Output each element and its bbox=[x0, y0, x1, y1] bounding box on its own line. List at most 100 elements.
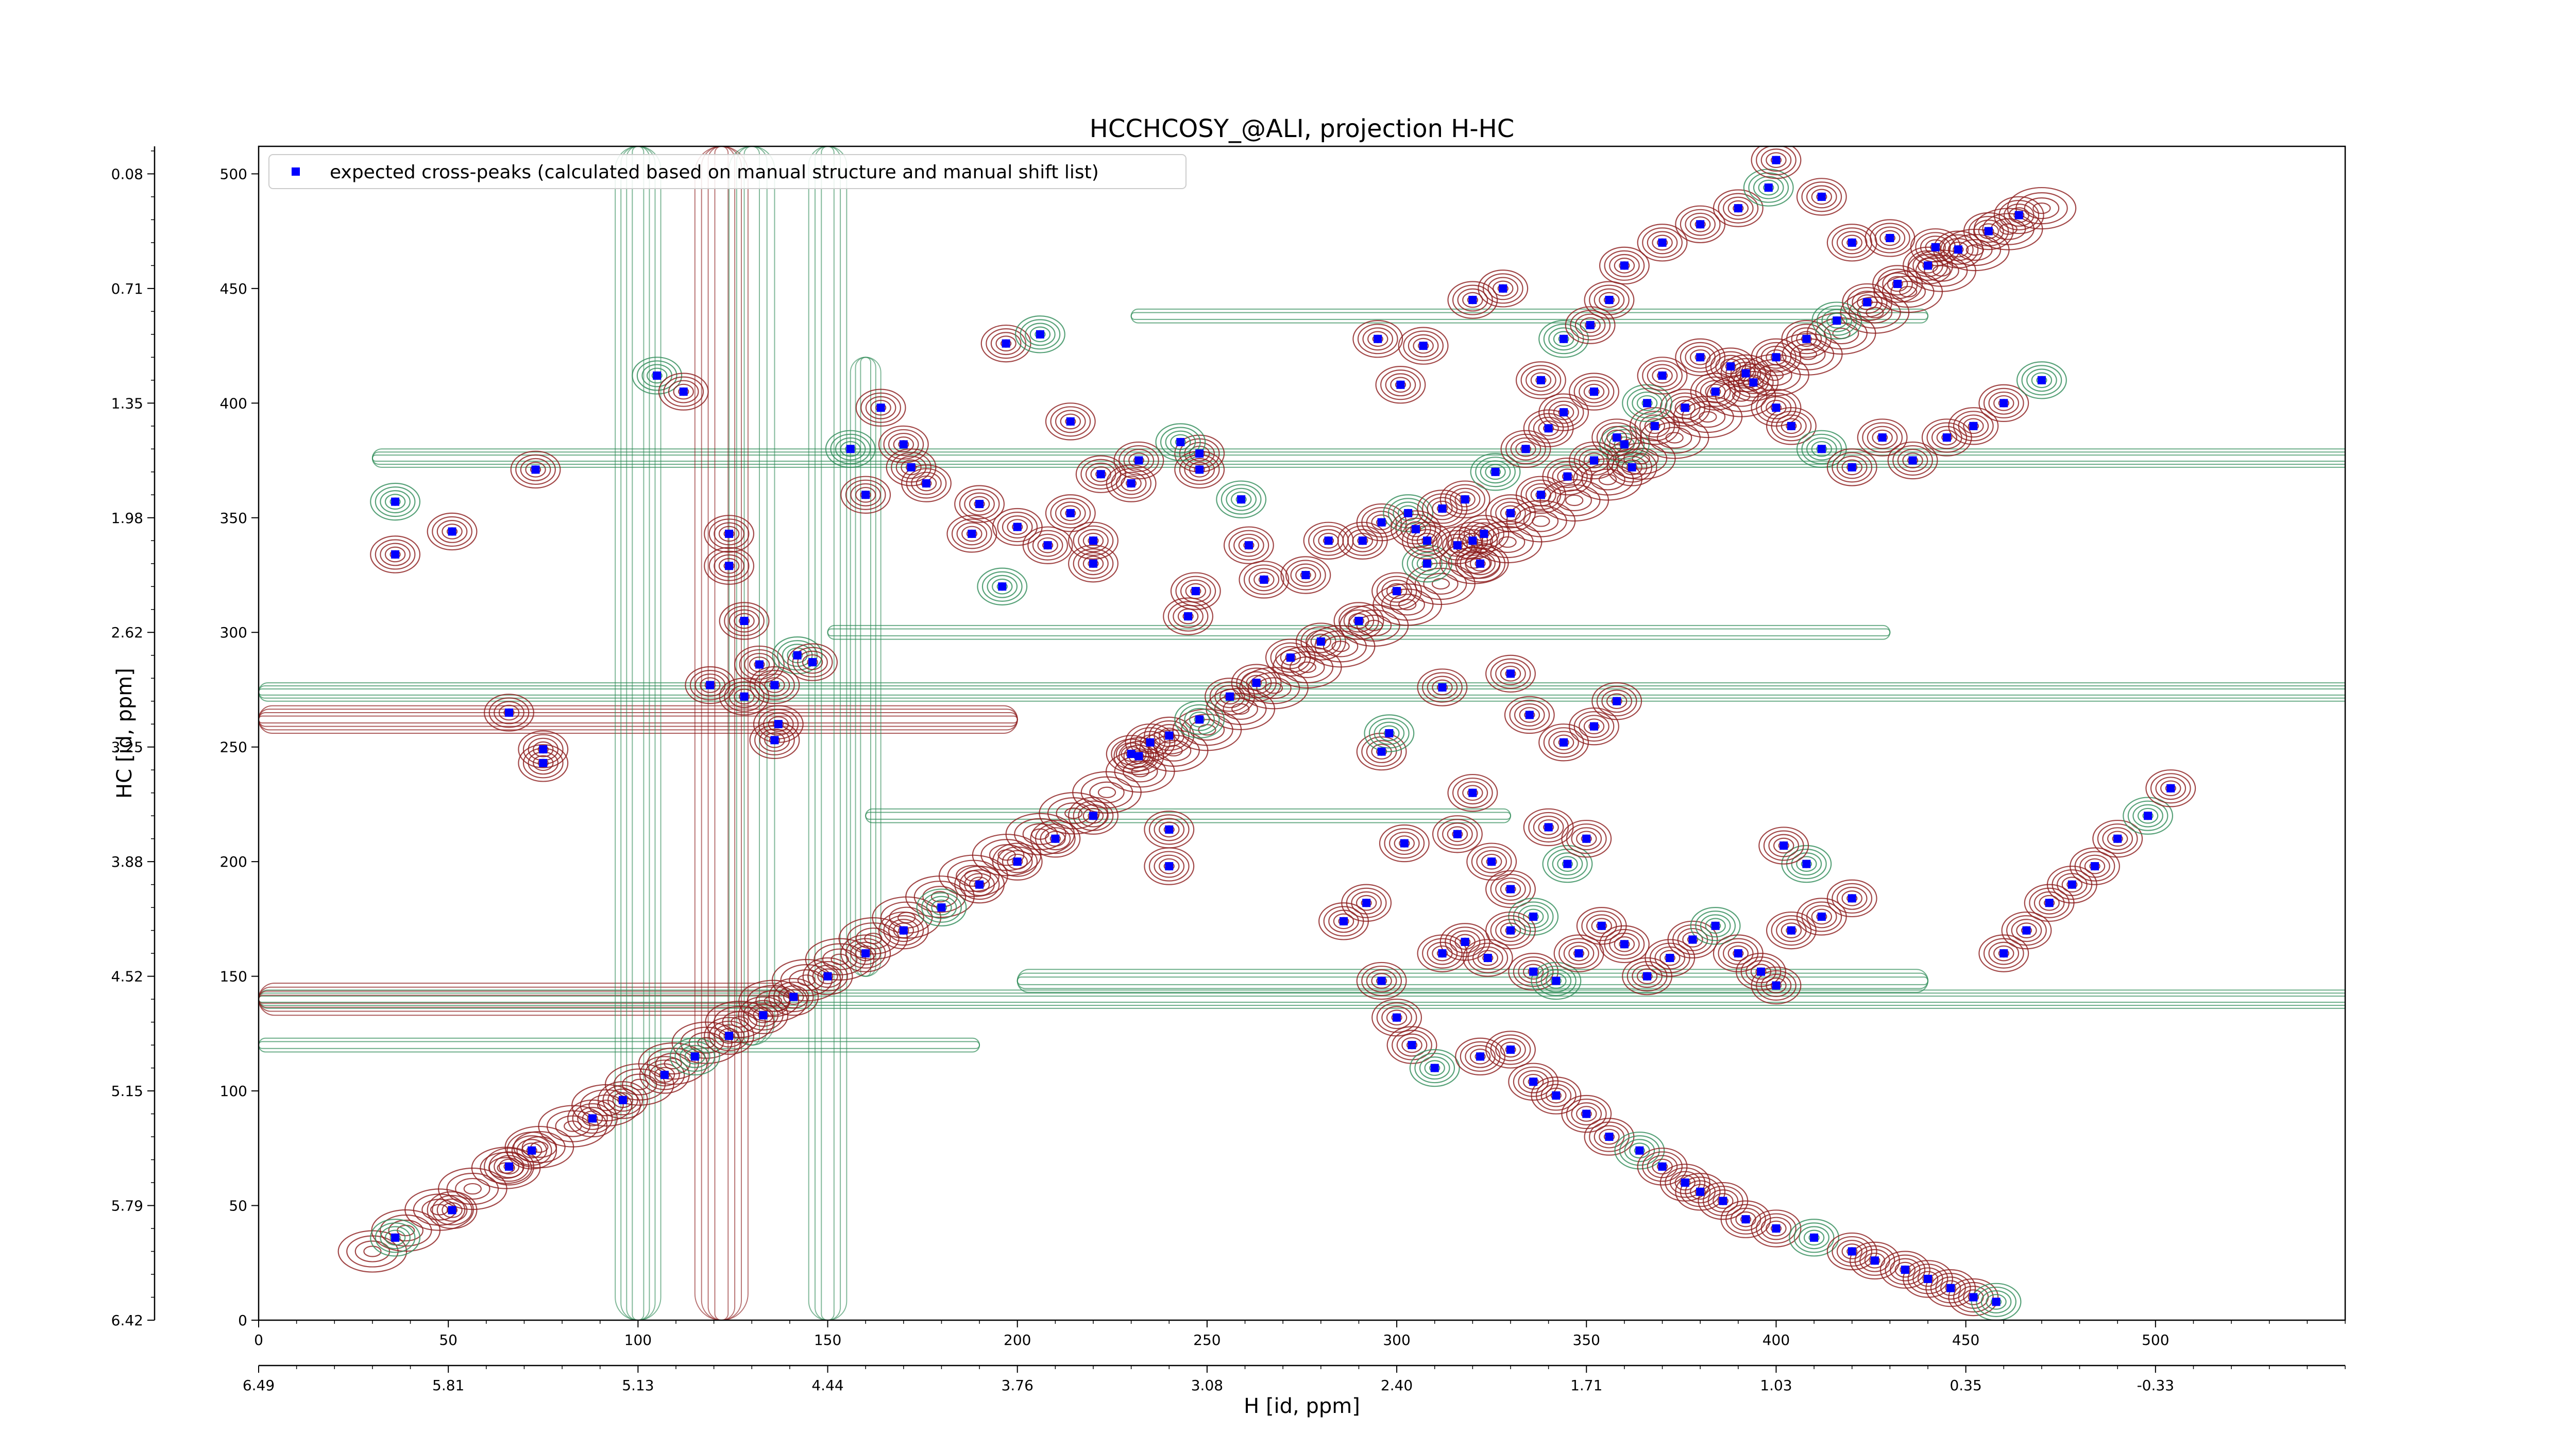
contour-ring bbox=[1513, 956, 1554, 987]
y-tick-label: 50 bbox=[229, 1198, 247, 1215]
contour-ring bbox=[1652, 367, 1673, 384]
contour-band bbox=[632, 146, 645, 1320]
contour-ring bbox=[1173, 604, 1204, 628]
cross-peak-marker bbox=[861, 949, 870, 958]
contour-ring bbox=[1113, 441, 1164, 480]
contour-ring bbox=[893, 436, 914, 452]
contour-ring bbox=[1965, 244, 1984, 256]
contour-ring bbox=[1781, 922, 1802, 938]
contour-ring bbox=[956, 522, 988, 546]
cross-peak-marker bbox=[846, 445, 855, 453]
contour-ring bbox=[516, 1139, 547, 1162]
contour-ring bbox=[1751, 966, 1802, 1005]
contour-ring bbox=[1826, 312, 1848, 329]
cross-peak-marker bbox=[1908, 456, 1917, 465]
cross-peak-marker bbox=[1582, 834, 1591, 843]
contour-ring bbox=[704, 515, 755, 553]
cross-peak-marker bbox=[1590, 722, 1598, 731]
contour-ring bbox=[1680, 342, 1721, 373]
cross-peak-marker bbox=[1901, 1266, 1909, 1274]
contour-ring bbox=[1505, 433, 1546, 464]
cross-peak-marker bbox=[1833, 316, 1841, 325]
x-axis: 0 50 100 150 200 250 300 350 400 450 500 bbox=[254, 1320, 2346, 1349]
contour-streak bbox=[259, 1037, 980, 1053]
contour-ring bbox=[1090, 466, 1111, 482]
cross-peak-marker bbox=[1574, 949, 1583, 958]
cross-peak-marker bbox=[1089, 812, 1097, 820]
y-axis: 0 50 100 150 200 250 300 350 400 450 500 6.42 5.79 5.… bbox=[111, 146, 259, 1329]
contour-ring bbox=[1763, 830, 1804, 861]
contour-ring bbox=[1570, 310, 1611, 341]
contour-ring bbox=[1509, 699, 1550, 730]
cross-peak-marker bbox=[1385, 729, 1394, 737]
contour-ring bbox=[1482, 273, 1523, 304]
contour-ring bbox=[1368, 718, 1410, 749]
contour-ring bbox=[1864, 1252, 1886, 1269]
contour-ring bbox=[1384, 828, 1425, 859]
contour-ring bbox=[1447, 773, 1498, 812]
cross-peak-marker bbox=[1787, 422, 1795, 430]
contour-ring bbox=[995, 335, 1016, 351]
contour-ring bbox=[2155, 777, 2187, 800]
contour-ring bbox=[1735, 1211, 1756, 1227]
contour-ring bbox=[1371, 514, 1392, 531]
contour-ring bbox=[1184, 458, 1215, 481]
contour-ring bbox=[1422, 938, 1463, 969]
contour-ring bbox=[1508, 898, 1559, 936]
contour-ring bbox=[1050, 406, 1091, 437]
contour-ring bbox=[2127, 800, 2168, 831]
cross-peak-marker bbox=[1393, 1013, 1401, 1022]
cross-peak-marker bbox=[774, 720, 783, 729]
cross-peak-marker bbox=[391, 1233, 400, 1242]
contour-ring bbox=[1978, 934, 2029, 972]
cross-peak-marker bbox=[588, 1114, 597, 1123]
contour-ring bbox=[1355, 895, 1377, 911]
contour-ring bbox=[632, 357, 683, 395]
cross-peak-marker bbox=[1423, 559, 1431, 568]
contour-ring bbox=[1832, 883, 1873, 914]
contour-ring bbox=[436, 520, 468, 543]
contour-ring bbox=[649, 1063, 680, 1087]
cross-peak-marker bbox=[1408, 1041, 1416, 1050]
contour-ring bbox=[981, 571, 1023, 602]
contour-ring bbox=[1144, 847, 1195, 885]
cross-peak-marker bbox=[1666, 954, 1674, 963]
contour-ring bbox=[1789, 1219, 1840, 1257]
contour-ring bbox=[797, 650, 828, 674]
contour-ring bbox=[1699, 411, 1717, 423]
cross-peak-marker bbox=[2144, 812, 2153, 820]
contour-ring bbox=[749, 666, 800, 704]
contour-ring bbox=[1917, 1271, 1939, 1287]
contour-ring bbox=[1793, 1222, 1835, 1253]
contour-ring bbox=[817, 968, 838, 984]
contour-ring bbox=[1154, 854, 1185, 878]
contour-ring bbox=[1437, 819, 1478, 850]
contour-ring bbox=[1953, 411, 1994, 442]
contour-ring bbox=[1465, 1044, 1496, 1068]
contour-ring bbox=[1361, 965, 1402, 997]
y-tick-label: 100 bbox=[220, 1083, 247, 1100]
cross-peak-marker bbox=[653, 371, 662, 380]
contour-ring bbox=[956, 865, 991, 887]
contour-ring bbox=[1417, 490, 1468, 528]
contour-ring bbox=[1285, 560, 1326, 591]
cross-peak-marker bbox=[1590, 387, 1598, 396]
cross-peak-marker bbox=[1127, 479, 1136, 488]
contour-ring bbox=[742, 1000, 784, 1031]
cross-peak-marker bbox=[740, 692, 749, 701]
contour-ring bbox=[1538, 393, 1589, 431]
contour-ring bbox=[1035, 823, 1076, 854]
contour-ring bbox=[1925, 239, 1946, 256]
cross-peak-marker bbox=[1411, 525, 1420, 534]
contour-ring bbox=[1634, 411, 1675, 442]
contour-ring bbox=[1675, 338, 1726, 377]
contour-ring bbox=[1738, 370, 1769, 394]
contour-ring bbox=[1097, 786, 1116, 798]
contour-ring bbox=[1455, 1037, 1506, 1076]
contour-ring bbox=[1756, 342, 1797, 373]
cross-peak-marker bbox=[1165, 825, 1174, 834]
contour-ring bbox=[1376, 1002, 1417, 1033]
x-tick-label: 350 bbox=[1573, 1332, 1600, 1349]
cross-peak-marker bbox=[1165, 862, 1174, 871]
contour-ring bbox=[1447, 826, 1468, 843]
